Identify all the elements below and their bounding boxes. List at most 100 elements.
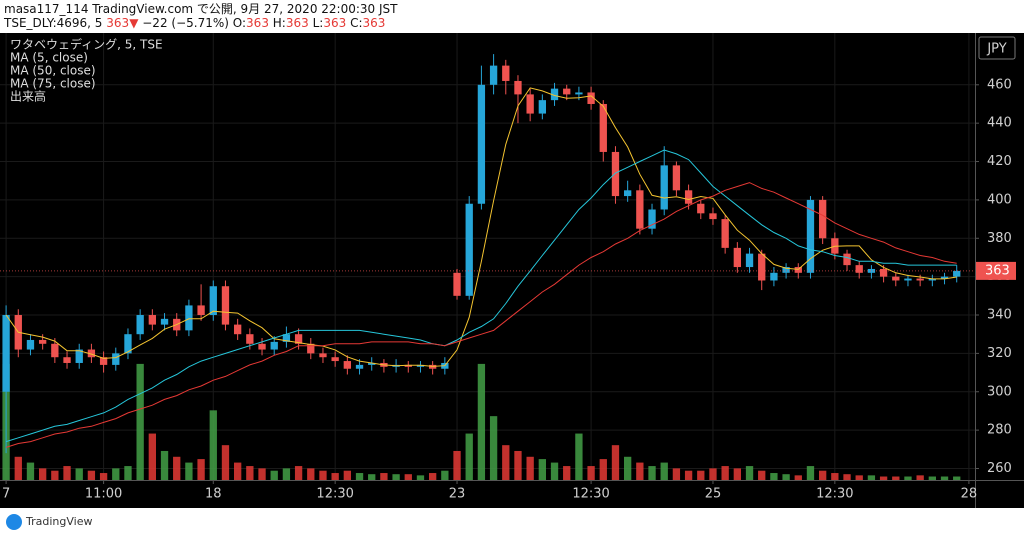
candle-body xyxy=(87,349,96,358)
volume-bar xyxy=(745,466,754,480)
volume-bar xyxy=(855,475,863,480)
candle-body xyxy=(928,278,936,281)
candle-body xyxy=(916,278,924,281)
candle-body xyxy=(453,272,461,296)
volume-bar xyxy=(648,466,656,480)
volume-bar xyxy=(892,476,900,480)
candle-body xyxy=(124,334,132,354)
volume-bar xyxy=(502,445,510,480)
ma-line xyxy=(5,149,957,443)
y-tick-label: 460 xyxy=(987,77,1012,92)
candle-body xyxy=(904,278,912,281)
candle-body xyxy=(197,305,205,316)
volume-bar xyxy=(526,456,534,480)
candle-body xyxy=(465,203,473,296)
candle-body xyxy=(75,349,83,363)
y-tick-label: 260 xyxy=(987,461,1012,476)
volume-bar xyxy=(246,466,254,480)
x-tick-label: 12:30 xyxy=(316,487,353,502)
candle-body xyxy=(258,343,266,350)
volume-bar xyxy=(636,462,644,480)
volume-bar xyxy=(465,433,473,480)
ohlc-label: C: xyxy=(350,16,363,30)
legend-entry: ワタベウェディング, 5, TSE xyxy=(10,37,163,52)
candle-body xyxy=(794,267,802,273)
volume-bar xyxy=(404,474,412,480)
candle-body xyxy=(112,353,120,365)
currency: JPY xyxy=(986,42,1006,57)
volume-bar xyxy=(563,466,571,480)
volume-bar xyxy=(831,473,839,480)
candle-body xyxy=(648,209,656,229)
publisher: masa117_114 TradingView.com で公開, 9月 27, … xyxy=(4,2,398,16)
volume-bar xyxy=(940,476,949,480)
brand: TradingView xyxy=(25,515,92,528)
volume-bar xyxy=(160,450,169,480)
candle-body xyxy=(343,361,351,369)
volume-bar xyxy=(575,433,583,480)
x-tick-label: 12:30 xyxy=(572,487,609,502)
candle-body xyxy=(221,286,230,325)
volume-bar xyxy=(611,445,620,480)
candle-body xyxy=(806,199,815,273)
candle-body xyxy=(26,339,35,350)
volume-bar xyxy=(416,475,425,480)
volume-bar xyxy=(148,433,156,480)
volume-bar xyxy=(258,468,266,480)
y-tick-label: 300 xyxy=(987,384,1012,399)
candle-body xyxy=(892,276,900,281)
arrow: ▼ xyxy=(129,16,139,30)
volume-bar xyxy=(733,468,741,480)
volume-bar xyxy=(270,470,278,480)
volume-bar xyxy=(234,462,242,480)
candle-body xyxy=(684,190,693,204)
candle-body xyxy=(307,343,315,354)
candle-body xyxy=(2,315,10,392)
candle-body xyxy=(63,357,71,363)
candle-body xyxy=(294,334,303,344)
ma-line xyxy=(5,182,957,448)
ma-line xyxy=(5,87,957,367)
x-tick-label: 12:30 xyxy=(816,487,853,502)
currency-box[interactable] xyxy=(978,36,1016,60)
candle-body xyxy=(550,88,559,101)
y-tick-label: 440 xyxy=(987,116,1012,131)
volume-bar xyxy=(441,470,449,480)
candle-body xyxy=(514,80,522,95)
volume-bar xyxy=(843,474,851,480)
volume-bar xyxy=(709,468,717,480)
candle-body xyxy=(733,247,741,268)
candle-body xyxy=(855,265,863,273)
candle-body xyxy=(940,276,949,279)
ohlc-label: L: xyxy=(312,16,324,30)
x-tick-label: 18 xyxy=(205,487,222,502)
y-tick-label: 280 xyxy=(987,423,1012,438)
legend-entry: MA (50, close) xyxy=(10,64,96,78)
volume-bar xyxy=(721,466,729,480)
volume-bar xyxy=(294,466,303,480)
candle-body xyxy=(148,315,156,325)
volume-bar xyxy=(14,456,22,480)
candle-body xyxy=(136,315,144,335)
candle-body xyxy=(758,253,766,281)
ohlc-value: 363 xyxy=(246,16,269,30)
symbol-line: TSE_DLY:4696, 5 363▼ −22 (−5.71%) O:363 … xyxy=(4,16,397,30)
volume-bar xyxy=(331,473,339,480)
volume-bar xyxy=(953,476,961,480)
volume-bar xyxy=(429,473,437,480)
volume-bar xyxy=(550,462,559,480)
x-tick-label: 7 xyxy=(2,487,10,502)
volume-bar xyxy=(307,468,315,480)
candle-body xyxy=(745,253,754,268)
candle-body xyxy=(563,88,571,95)
candle-body xyxy=(489,65,498,85)
candle-body xyxy=(416,364,425,367)
volume-bar xyxy=(26,462,35,480)
price: 363 xyxy=(106,16,130,30)
candle-body xyxy=(526,94,534,114)
volume-bar xyxy=(904,476,912,480)
x-tick-label: 25 xyxy=(705,487,722,502)
y-tick-label: 380 xyxy=(987,231,1012,246)
candle-body xyxy=(368,362,376,365)
candle-body xyxy=(575,92,583,95)
